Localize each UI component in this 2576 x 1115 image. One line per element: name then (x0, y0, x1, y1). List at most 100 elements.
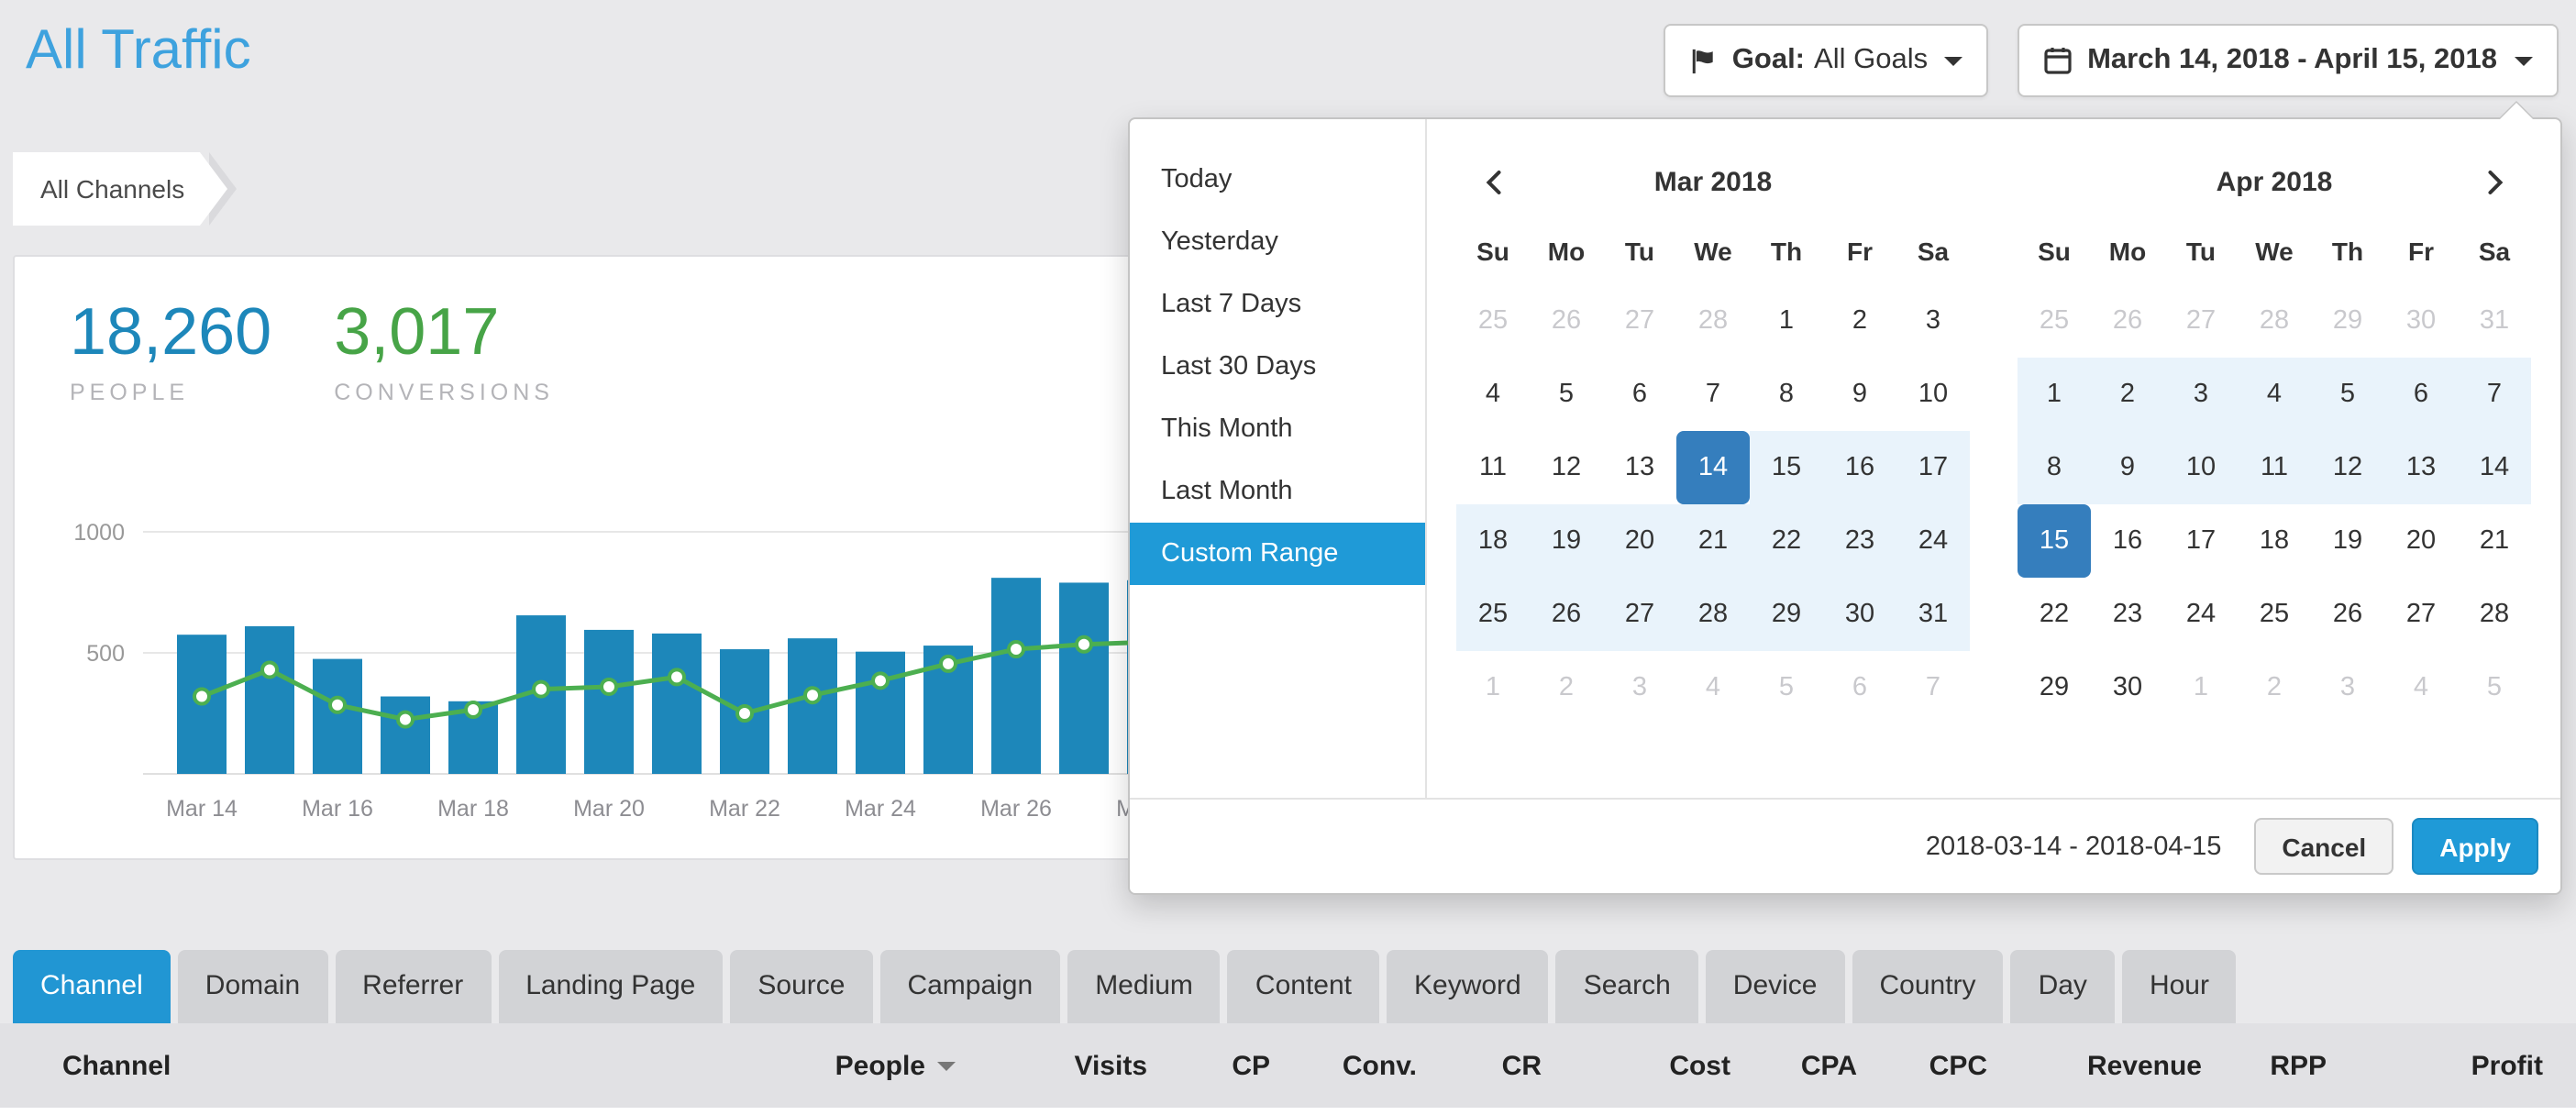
day-cell[interactable]: 10 (2164, 431, 2238, 504)
day-cell[interactable]: 5 (1558, 380, 1575, 409)
day-cell[interactable]: 3 (1631, 673, 1648, 702)
day-cell[interactable]: 7 (1925, 673, 1941, 702)
day-cell[interactable]: 31 (2479, 306, 2510, 336)
tab-domain[interactable]: Domain (177, 950, 328, 1023)
tab-country[interactable]: Country (1852, 950, 2004, 1023)
day-cell[interactable]: 30 (1823, 578, 1896, 651)
day-cell[interactable]: 27 (1603, 578, 1676, 651)
day-cell[interactable]: 5 (1778, 673, 1795, 702)
column-header-cpa[interactable]: CPA (1800, 1050, 1857, 1081)
day-cell[interactable]: 2 (2266, 673, 2283, 702)
column-header-cost[interactable]: Cost (1669, 1050, 1730, 1081)
day-cell[interactable]: 19 (2332, 526, 2363, 556)
preset-yesterday[interactable]: Yesterday (1161, 227, 1278, 257)
day-cell[interactable]: 26 (2332, 600, 2363, 629)
day-cell[interactable]: 12 (2311, 431, 2384, 504)
day-cell[interactable]: 31 (1896, 578, 1970, 651)
preset-last-7-days[interactable]: Last 7 Days (1161, 290, 1302, 319)
tab-referrer[interactable]: Referrer (335, 950, 492, 1023)
day-cell[interactable]: 27 (2185, 306, 2217, 336)
tab-content[interactable]: Content (1227, 950, 1379, 1023)
day-cell[interactable]: 4 (1485, 380, 1501, 409)
day-cell[interactable]: 25 (2039, 306, 2070, 336)
tab-hour[interactable]: Hour (2121, 950, 2237, 1023)
day-cell[interactable]: 25 (2259, 600, 2290, 629)
day-cell[interactable]: 29 (2039, 673, 2070, 702)
day-cell[interactable]: 7 (1705, 380, 1721, 409)
day-cell[interactable]: 24 (2185, 600, 2217, 629)
day-cell[interactable]: 2 (1558, 673, 1575, 702)
day-cell[interactable]: 20 (1603, 504, 1676, 578)
day-cell[interactable]: 15 (1750, 431, 1823, 504)
day-cell[interactable]: 29 (1750, 578, 1823, 651)
day-cell[interactable]: 26 (2112, 306, 2143, 336)
day-cell[interactable]: 22 (1750, 504, 1823, 578)
day-cell[interactable]: 30 (2405, 306, 2437, 336)
day-cell[interactable]: 6 (2384, 358, 2458, 431)
day-cell[interactable]: 11 (1478, 453, 1508, 482)
column-header-people[interactable]: People (735, 1050, 955, 1081)
apply-button[interactable]: Apply (2412, 818, 2538, 875)
day-cell[interactable]: 27 (2405, 600, 2437, 629)
column-header-profit[interactable]: Profit (2471, 1050, 2543, 1081)
tab-medium[interactable]: Medium (1067, 950, 1221, 1023)
column-header-visits[interactable]: Visits (1074, 1050, 1148, 1081)
day-cell[interactable]: 25 (1477, 306, 1509, 336)
day-cell[interactable]: 16 (1823, 431, 1896, 504)
tab-source[interactable]: Source (730, 950, 873, 1023)
day-cell[interactable]: 17 (1896, 431, 1970, 504)
day-cell[interactable]: 9 (2091, 431, 2164, 504)
day-cell[interactable]: 16 (2112, 526, 2143, 556)
column-header-cp[interactable]: CP (1232, 1050, 1270, 1081)
day-cell[interactable]: 6 (1852, 673, 1868, 702)
day-cell[interactable]: 11 (2238, 431, 2311, 504)
tab-day[interactable]: Day (2010, 950, 2115, 1023)
preset-today[interactable]: Today (1161, 165, 1233, 194)
day-cell[interactable]: 15 (2018, 504, 2091, 578)
preset-last-month[interactable]: Last Month (1161, 477, 1293, 506)
day-cell[interactable]: 26 (1551, 306, 1582, 336)
day-cell[interactable]: 21 (2479, 526, 2510, 556)
preset-this-month[interactable]: This Month (1161, 414, 1293, 444)
day-cell[interactable]: 13 (1624, 453, 1655, 482)
day-cell[interactable]: 22 (2039, 600, 2070, 629)
day-cell[interactable]: 14 (1676, 431, 1750, 504)
day-cell[interactable]: 30 (2112, 673, 2143, 702)
day-cell[interactable]: 25 (1456, 578, 1530, 651)
day-cell[interactable]: 1 (1485, 673, 1501, 702)
day-cell[interactable]: 4 (1705, 673, 1721, 702)
day-cell[interactable]: 27 (1624, 306, 1655, 336)
day-cell[interactable]: 8 (1778, 380, 1795, 409)
day-cell[interactable]: 1 (1778, 306, 1795, 336)
column-header-cr[interactable]: CR (1501, 1050, 1542, 1081)
prev-month-icon[interactable] (1456, 168, 1530, 195)
day-cell[interactable]: 4 (2238, 358, 2311, 431)
next-month-icon[interactable] (2458, 168, 2531, 195)
day-cell[interactable]: 12 (1551, 453, 1582, 482)
day-cell[interactable]: 17 (2185, 526, 2217, 556)
tab-search[interactable]: Search (1555, 950, 1698, 1023)
day-cell[interactable]: 24 (1896, 504, 1970, 578)
day-cell[interactable]: 4 (2413, 673, 2429, 702)
day-cell[interactable]: 23 (1823, 504, 1896, 578)
day-cell[interactable]: 3 (2339, 673, 2356, 702)
goal-selector-button[interactable]: Goal: All Goals (1664, 24, 1989, 97)
day-cell[interactable]: 10 (1918, 380, 1949, 409)
day-cell[interactable]: 7 (2458, 358, 2531, 431)
day-cell[interactable]: 28 (2479, 600, 2510, 629)
day-cell[interactable]: 2 (2091, 358, 2164, 431)
day-cell[interactable]: 20 (2405, 526, 2437, 556)
date-range-button[interactable]: March 14, 2018 - April 15, 2018 (2018, 24, 2558, 97)
day-cell[interactable]: 29 (2332, 306, 2363, 336)
breadcrumb-all-channels[interactable]: All Channels (13, 152, 236, 226)
day-cell[interactable]: 8 (2018, 431, 2091, 504)
day-cell[interactable]: 28 (1697, 306, 1729, 336)
day-cell[interactable]: 23 (2112, 600, 2143, 629)
day-cell[interactable]: 1 (2193, 673, 2209, 702)
day-cell[interactable]: 5 (2311, 358, 2384, 431)
day-cell[interactable]: 6 (1631, 380, 1648, 409)
preset-custom-range[interactable]: Custom Range (1130, 523, 1425, 585)
column-header-cpc[interactable]: CPC (1929, 1050, 1987, 1081)
day-cell[interactable]: 2 (1852, 306, 1868, 336)
column-header-channel[interactable]: Channel (62, 1050, 171, 1081)
